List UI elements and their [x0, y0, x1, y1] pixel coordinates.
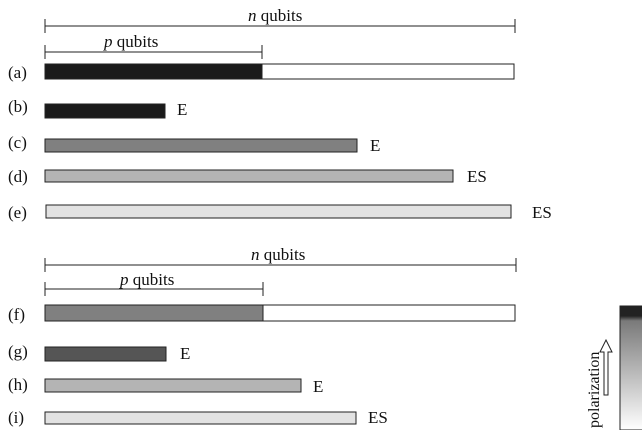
row-e-bar	[45, 204, 512, 219]
row-g-bar	[44, 346, 167, 362]
row-f-unpolarized-bar	[262, 304, 516, 322]
polarization-gradient-bar	[619, 305, 642, 430]
polarization-label: polarization	[586, 352, 603, 428]
row-label: (b)	[8, 97, 28, 116]
row-b: (b) E	[8, 97, 187, 119]
row-h: (h) E	[8, 375, 323, 396]
row-label: (c)	[8, 133, 27, 152]
up-arrow-icon	[599, 338, 613, 396]
row-e-tag: ES	[532, 203, 552, 222]
bottom-n-qubits-span: n qubits	[44, 245, 517, 272]
row-label: (a)	[8, 63, 27, 82]
row-h-tag: E	[313, 377, 323, 396]
row-i: (i) ES	[8, 408, 388, 427]
bottom-section: n qubits p qubits (f) (g) E (h) E	[8, 245, 517, 427]
top-p-qubits-label: p qubits	[103, 32, 158, 51]
row-a: (a)	[8, 63, 515, 82]
top-n-qubits-label: n qubits	[248, 6, 302, 25]
top-p-qubits-span: p qubits	[44, 32, 263, 59]
bottom-n-qubits-label: n qubits	[251, 245, 305, 264]
row-i-bar	[44, 411, 357, 425]
row-label: (d)	[8, 167, 28, 186]
row-b-tag: E	[177, 100, 187, 119]
row-c-tag: E	[370, 136, 380, 155]
top-n-qubits-span: n qubits	[44, 6, 516, 33]
row-g: (g) E	[8, 342, 190, 363]
row-label: (h)	[8, 375, 28, 394]
row-c-bar	[44, 138, 358, 153]
row-label: (e)	[8, 203, 27, 222]
row-a-unpolarized-bar	[261, 63, 515, 80]
bottom-p-qubits-label: p qubits	[119, 270, 174, 289]
row-f-polarized-bar	[44, 304, 264, 322]
row-label: (f)	[8, 305, 25, 324]
row-c: (c) E	[8, 133, 380, 155]
row-d-bar	[44, 169, 454, 183]
top-section: n qubits p qubits (a) (b) E (c) E	[8, 6, 552, 222]
row-a-polarized-bar	[44, 63, 263, 80]
row-f: (f)	[8, 304, 516, 324]
bottom-p-qubits-span: p qubits	[44, 270, 264, 296]
row-g-tag: E	[180, 344, 190, 363]
polarization-legend: polarization	[586, 305, 642, 430]
row-d-tag: ES	[467, 167, 487, 186]
row-i-tag: ES	[368, 408, 388, 427]
row-label: (g)	[8, 342, 28, 361]
row-label: (i)	[8, 408, 24, 427]
row-e: (e) ES	[8, 203, 552, 222]
row-h-bar	[44, 378, 302, 393]
row-d: (d) ES	[8, 167, 487, 186]
row-b-bar	[44, 103, 166, 119]
